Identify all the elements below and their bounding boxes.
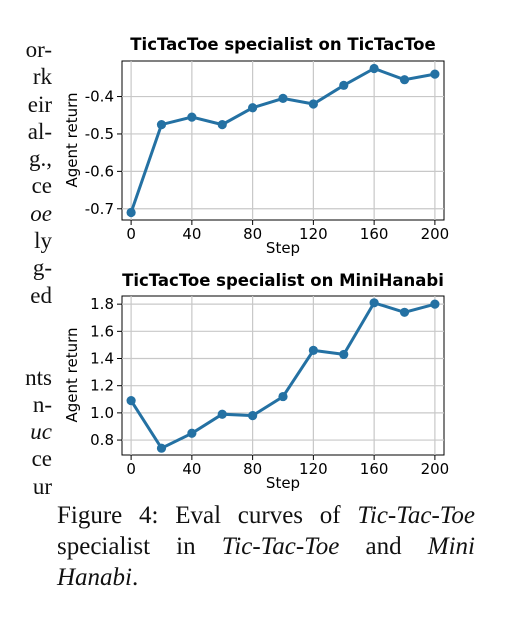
caption-game-c: Mini Hanabi (57, 533, 475, 591)
x-axis-label: Step (266, 474, 300, 492)
left-text-line: n- (32, 391, 52, 417)
caption-joiner: and (339, 533, 428, 560)
y-tick-label: 1.6 (90, 322, 114, 340)
y-axis-label: Agent return (63, 92, 81, 187)
left-text-line (0, 309, 52, 336)
left-text-line: al- (27, 118, 52, 144)
y-tick-label: -0.6 (85, 162, 114, 180)
grid-lines (117, 61, 444, 225)
data-point (217, 120, 227, 130)
x-tick-label: 80 (243, 460, 262, 478)
data-points (126, 298, 440, 453)
x-axis-label: Step (266, 239, 300, 257)
series-line (129, 66, 436, 213)
data-point (430, 69, 440, 79)
left-text-line: ce (31, 173, 52, 199)
x-tick-label: 40 (182, 460, 201, 478)
tick-labels: 0 40 80 120 160 200 0.8 1.0 1.2 1.4 1.6 1.8 (90, 295, 449, 478)
left-text-line: g., (29, 146, 52, 172)
plot-area (121, 60, 445, 221)
caption-prefix: Figure 4: Eval curves of (57, 502, 358, 529)
x-tick-label: 160 (360, 460, 389, 478)
data-point (399, 75, 410, 85)
data-point (369, 63, 379, 74)
y-tick-label: -0.5 (85, 125, 114, 143)
caption-game-a: Tic-Tac-Toe (357, 502, 475, 529)
x-tick-label: 200 (421, 225, 450, 243)
data-point (278, 93, 288, 104)
left-text-line: g- (32, 255, 52, 281)
data-point (278, 391, 288, 402)
x-tick-label: 80 (243, 225, 262, 243)
left-text-line: oe (30, 200, 52, 226)
left-text-line: ce (31, 446, 52, 472)
grid-lines (117, 296, 444, 460)
y-tick-label: 1.8 (90, 295, 114, 313)
left-text-line: nts (25, 364, 52, 390)
chart-tictactoe-on-tictactoe: TicTacToe specialist on TicTacToe 0 40 80 1… (63, 35, 449, 257)
data-point (369, 298, 379, 308)
x-tick-label: 160 (360, 225, 389, 243)
y-tick-label: 1.4 (90, 350, 114, 368)
y-tick-label: 0.8 (90, 431, 114, 449)
left-text-line (0, 336, 52, 363)
y-tick-label: 1.0 (90, 404, 114, 422)
chart-title: TicTacToe specialist on TicTacToe (130, 35, 435, 54)
left-text-line: rk (32, 64, 52, 90)
x-tick-label: 0 (126, 460, 136, 478)
caption-game-b: Tic-Tac-Toe (221, 533, 340, 560)
left-text-line: eir (27, 91, 52, 117)
chart-tictactoe-on-minihanabi: TicTacToe specialist on MiniHanabi 0 40 80… (63, 271, 449, 492)
left-text-line: ly (34, 228, 52, 254)
plot-area (121, 295, 445, 456)
y-tick-label: 1.2 (90, 377, 114, 395)
left-text-line: ur (32, 473, 52, 499)
caption-middle: specialist in (57, 533, 222, 560)
x-tick-label: 0 (126, 225, 136, 243)
left-column-text-fragments: or-rk eir al-g., ce oe ly g-ed nts n-uc ce ur (0, 36, 52, 576)
data-point (308, 99, 318, 109)
data-point (126, 207, 136, 218)
data-point (187, 112, 197, 122)
data-point (217, 409, 227, 419)
data-point (156, 443, 167, 453)
y-tick-label: -0.4 (85, 88, 114, 106)
x-tick-label: 40 (182, 225, 201, 243)
left-text-line: uc (30, 419, 52, 445)
data-point (156, 120, 167, 130)
data-point (126, 396, 136, 406)
data-point (248, 103, 258, 113)
data-point (308, 345, 318, 355)
y-tick-label: -0.7 (85, 200, 114, 218)
left-text-line: or- (25, 37, 52, 62)
x-tick-label: 120 (299, 460, 328, 478)
data-point (399, 307, 410, 317)
data-point (430, 299, 440, 309)
x-tick-label: 200 (421, 460, 450, 478)
tick-labels: 0 40 80 120 160 200 -0.7 -0.6 -0.5 -0.4 (85, 88, 449, 243)
left-text-line: ed (30, 282, 52, 308)
data-point (339, 349, 349, 360)
caption-suffix: . (132, 564, 139, 591)
data-point (339, 80, 349, 90)
x-tick-label: 120 (299, 225, 328, 243)
data-point (187, 428, 197, 438)
series-line (129, 301, 436, 451)
chart-title: TicTacToe specialist on MiniHanabi (122, 271, 444, 290)
data-points (126, 63, 440, 218)
figure-caption: Figure 4: Eval curves of Tic-Tac-Toe spe… (57, 500, 475, 593)
y-axis-label: Agent return (63, 327, 81, 422)
data-point (248, 410, 258, 421)
